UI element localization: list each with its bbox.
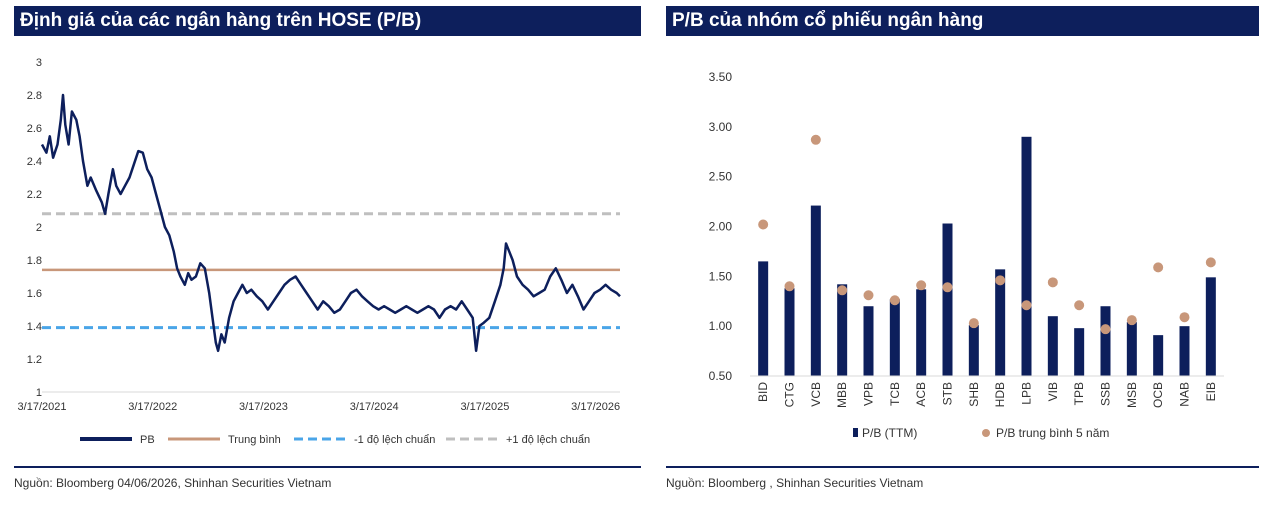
y-tick-label: 3.00: [709, 120, 733, 134]
y-tick-label: 1.2: [27, 354, 42, 366]
y-tick-label: 2.00: [709, 220, 733, 234]
bar-pb-ttm-msb: [1126, 322, 1137, 376]
y-tick-label: 1.4: [27, 321, 42, 333]
legend-label: +1 độ lệch chuẩn: [506, 434, 590, 446]
x-tick-label: TCB: [888, 382, 902, 406]
bar-pb-ttm-hdb: [995, 269, 1006, 376]
y-tick-label: 3.50: [709, 70, 733, 84]
y-tick-label: 2.2: [27, 189, 42, 201]
x-tick-label: 3/17/2025: [460, 401, 509, 413]
bar-pb-ttm-vib: [1047, 316, 1058, 376]
y-tick-label: 1.00: [709, 319, 733, 333]
x-tick-label: MSB: [1125, 382, 1139, 408]
bank-pb-bar-panel: P/B của nhóm cổ phiếu ngân hàng 3.50 3.00…: [666, 6, 1259, 500]
bar-pb-ttm-stb: [942, 223, 953, 376]
bar-pb-ttm-nab: [1179, 326, 1190, 376]
legend-label: P/B (TTM): [862, 426, 917, 440]
bar-pb-ttm-acb: [916, 289, 927, 376]
x-tick-label: NAB: [1178, 382, 1192, 407]
legend-label: PB: [140, 434, 155, 446]
dot-pb-5y-avg-nab: [1179, 312, 1190, 323]
x-tick-label: BID: [756, 382, 770, 402]
y-tick-label: 1: [36, 387, 42, 399]
valuation-line-panel: Định giá của các ngân hàng trên HOSE (P/…: [14, 6, 641, 500]
x-tick-label: CTG: [783, 382, 797, 407]
dot-pb-5y-avg-eib: [1205, 257, 1216, 268]
bar-pb-ttm-lpb: [1021, 136, 1032, 376]
x-tick-label: VPB: [862, 382, 876, 406]
x-tick-label: 3/17/2023: [239, 401, 288, 413]
x-tick-label: EIB: [1204, 382, 1218, 401]
bar-pb-ttm-vcb: [810, 205, 821, 376]
pb-series-line: [40, 93, 621, 353]
x-tick-label: SHB: [967, 382, 981, 407]
bar-pb-ttm-mbb: [837, 284, 848, 376]
dot-pb-5y-avg-mbb: [837, 285, 848, 296]
y-tick-label: 2.8: [27, 90, 42, 102]
dot-pb-5y-avg-vib: [1047, 277, 1058, 288]
dot-pb-5y-avg-msb: [1126, 315, 1137, 326]
x-tick-label: HDB: [993, 382, 1007, 407]
left-panel-source: Nguồn: Bloomberg 04/06/2026, Shinhan Sec…: [14, 476, 332, 490]
dot-pb-5y-avg-stb: [942, 282, 953, 293]
legend-label: -1 độ lệch chuẩn: [354, 434, 435, 446]
dot-pb-5y-avg-lpb: [1021, 300, 1032, 311]
legend-swatch-bar: [853, 428, 858, 437]
x-tick-label: SSB: [1099, 382, 1113, 406]
dot-pb-5y-avg-bid: [758, 219, 769, 230]
y-tick-label: 3: [36, 57, 42, 69]
bar-pb-ttm-shb: [968, 325, 979, 376]
bar-pb-ttm-eib: [1205, 277, 1216, 376]
y-tick-label: 2.50: [709, 170, 733, 184]
x-tick-label: VIB: [1046, 382, 1060, 401]
y-tick-label: 1.6: [27, 288, 42, 300]
dot-pb-5y-avg-vpb: [863, 290, 874, 301]
y-tick-label: 0.50: [709, 369, 733, 383]
x-tick-label: 3/17/2026: [571, 401, 620, 413]
x-tick-label: VCB: [809, 382, 823, 407]
x-tick-label: STB: [941, 382, 955, 405]
y-tick-label: 1.50: [709, 269, 733, 283]
x-tick-label: MBB: [835, 382, 849, 408]
x-tick-label: 3/17/2021: [18, 401, 67, 413]
right-panel-source: Nguồn: Bloomberg , Shinhan Securities Vi…: [666, 476, 924, 490]
y-tick-label: 1.8: [27, 255, 42, 267]
bar-pb-ttm-vpb: [863, 306, 874, 376]
legend-swatch-dot: [982, 429, 990, 437]
dot-pb-5y-avg-tcb: [889, 295, 900, 306]
x-tick-label: LPB: [1020, 382, 1034, 405]
pb-line-chart: 3 2.8 2.6 2.4 2.2 2 1.8 1.6 1.4 1.2 1 3/17/2021 3/17…: [18, 57, 621, 446]
dot-pb-5y-avg-vcb: [810, 134, 821, 145]
bank-pb-bar-chart: 3.50 3.00 2.50 2.00 1.50 1.00 0.50 BID CTG VCB MBB…: [709, 70, 1224, 440]
bar-pb-ttm-bid: [758, 261, 769, 376]
dot-pb-5y-avg-tpb: [1074, 300, 1085, 311]
legend-label: P/B trung bình 5 năm: [996, 426, 1109, 440]
y-tick-label: 2.6: [27, 123, 42, 135]
x-tick-label: 3/17/2022: [128, 401, 177, 413]
bar-pb-ttm-ctg: [784, 288, 795, 376]
dot-pb-5y-avg-shb: [968, 318, 979, 329]
y-tick-label: 2: [36, 222, 42, 234]
legend-label: Trung bình: [228, 434, 281, 446]
dot-pb-5y-avg-ctg: [784, 281, 795, 292]
y-tick-label: 2.4: [27, 156, 42, 168]
right-panel-title: P/B của nhóm cổ phiếu ngân hàng: [666, 6, 1259, 36]
x-tick-label: 3/17/2024: [350, 401, 399, 413]
left-source-divider: [14, 466, 641, 468]
bar-pb-ttm-tcb: [889, 299, 900, 376]
bar-pb-ttm-ocb: [1153, 335, 1164, 376]
right-source-divider: [666, 466, 1259, 468]
left-panel-title: Định giá của các ngân hàng trên HOSE (P/…: [14, 6, 641, 36]
bar-pb-ttm-ssb: [1100, 306, 1111, 376]
dot-pb-5y-avg-ocb: [1153, 262, 1164, 273]
dot-pb-5y-avg-ssb: [1100, 324, 1111, 335]
dot-pb-5y-avg-acb: [916, 280, 927, 291]
x-tick-label: OCB: [1151, 382, 1165, 408]
bar-pb-ttm-tpb: [1074, 328, 1085, 376]
x-tick-label: ACB: [914, 382, 928, 407]
dot-pb-5y-avg-hdb: [995, 275, 1006, 286]
x-tick-label: TPB: [1072, 382, 1086, 405]
